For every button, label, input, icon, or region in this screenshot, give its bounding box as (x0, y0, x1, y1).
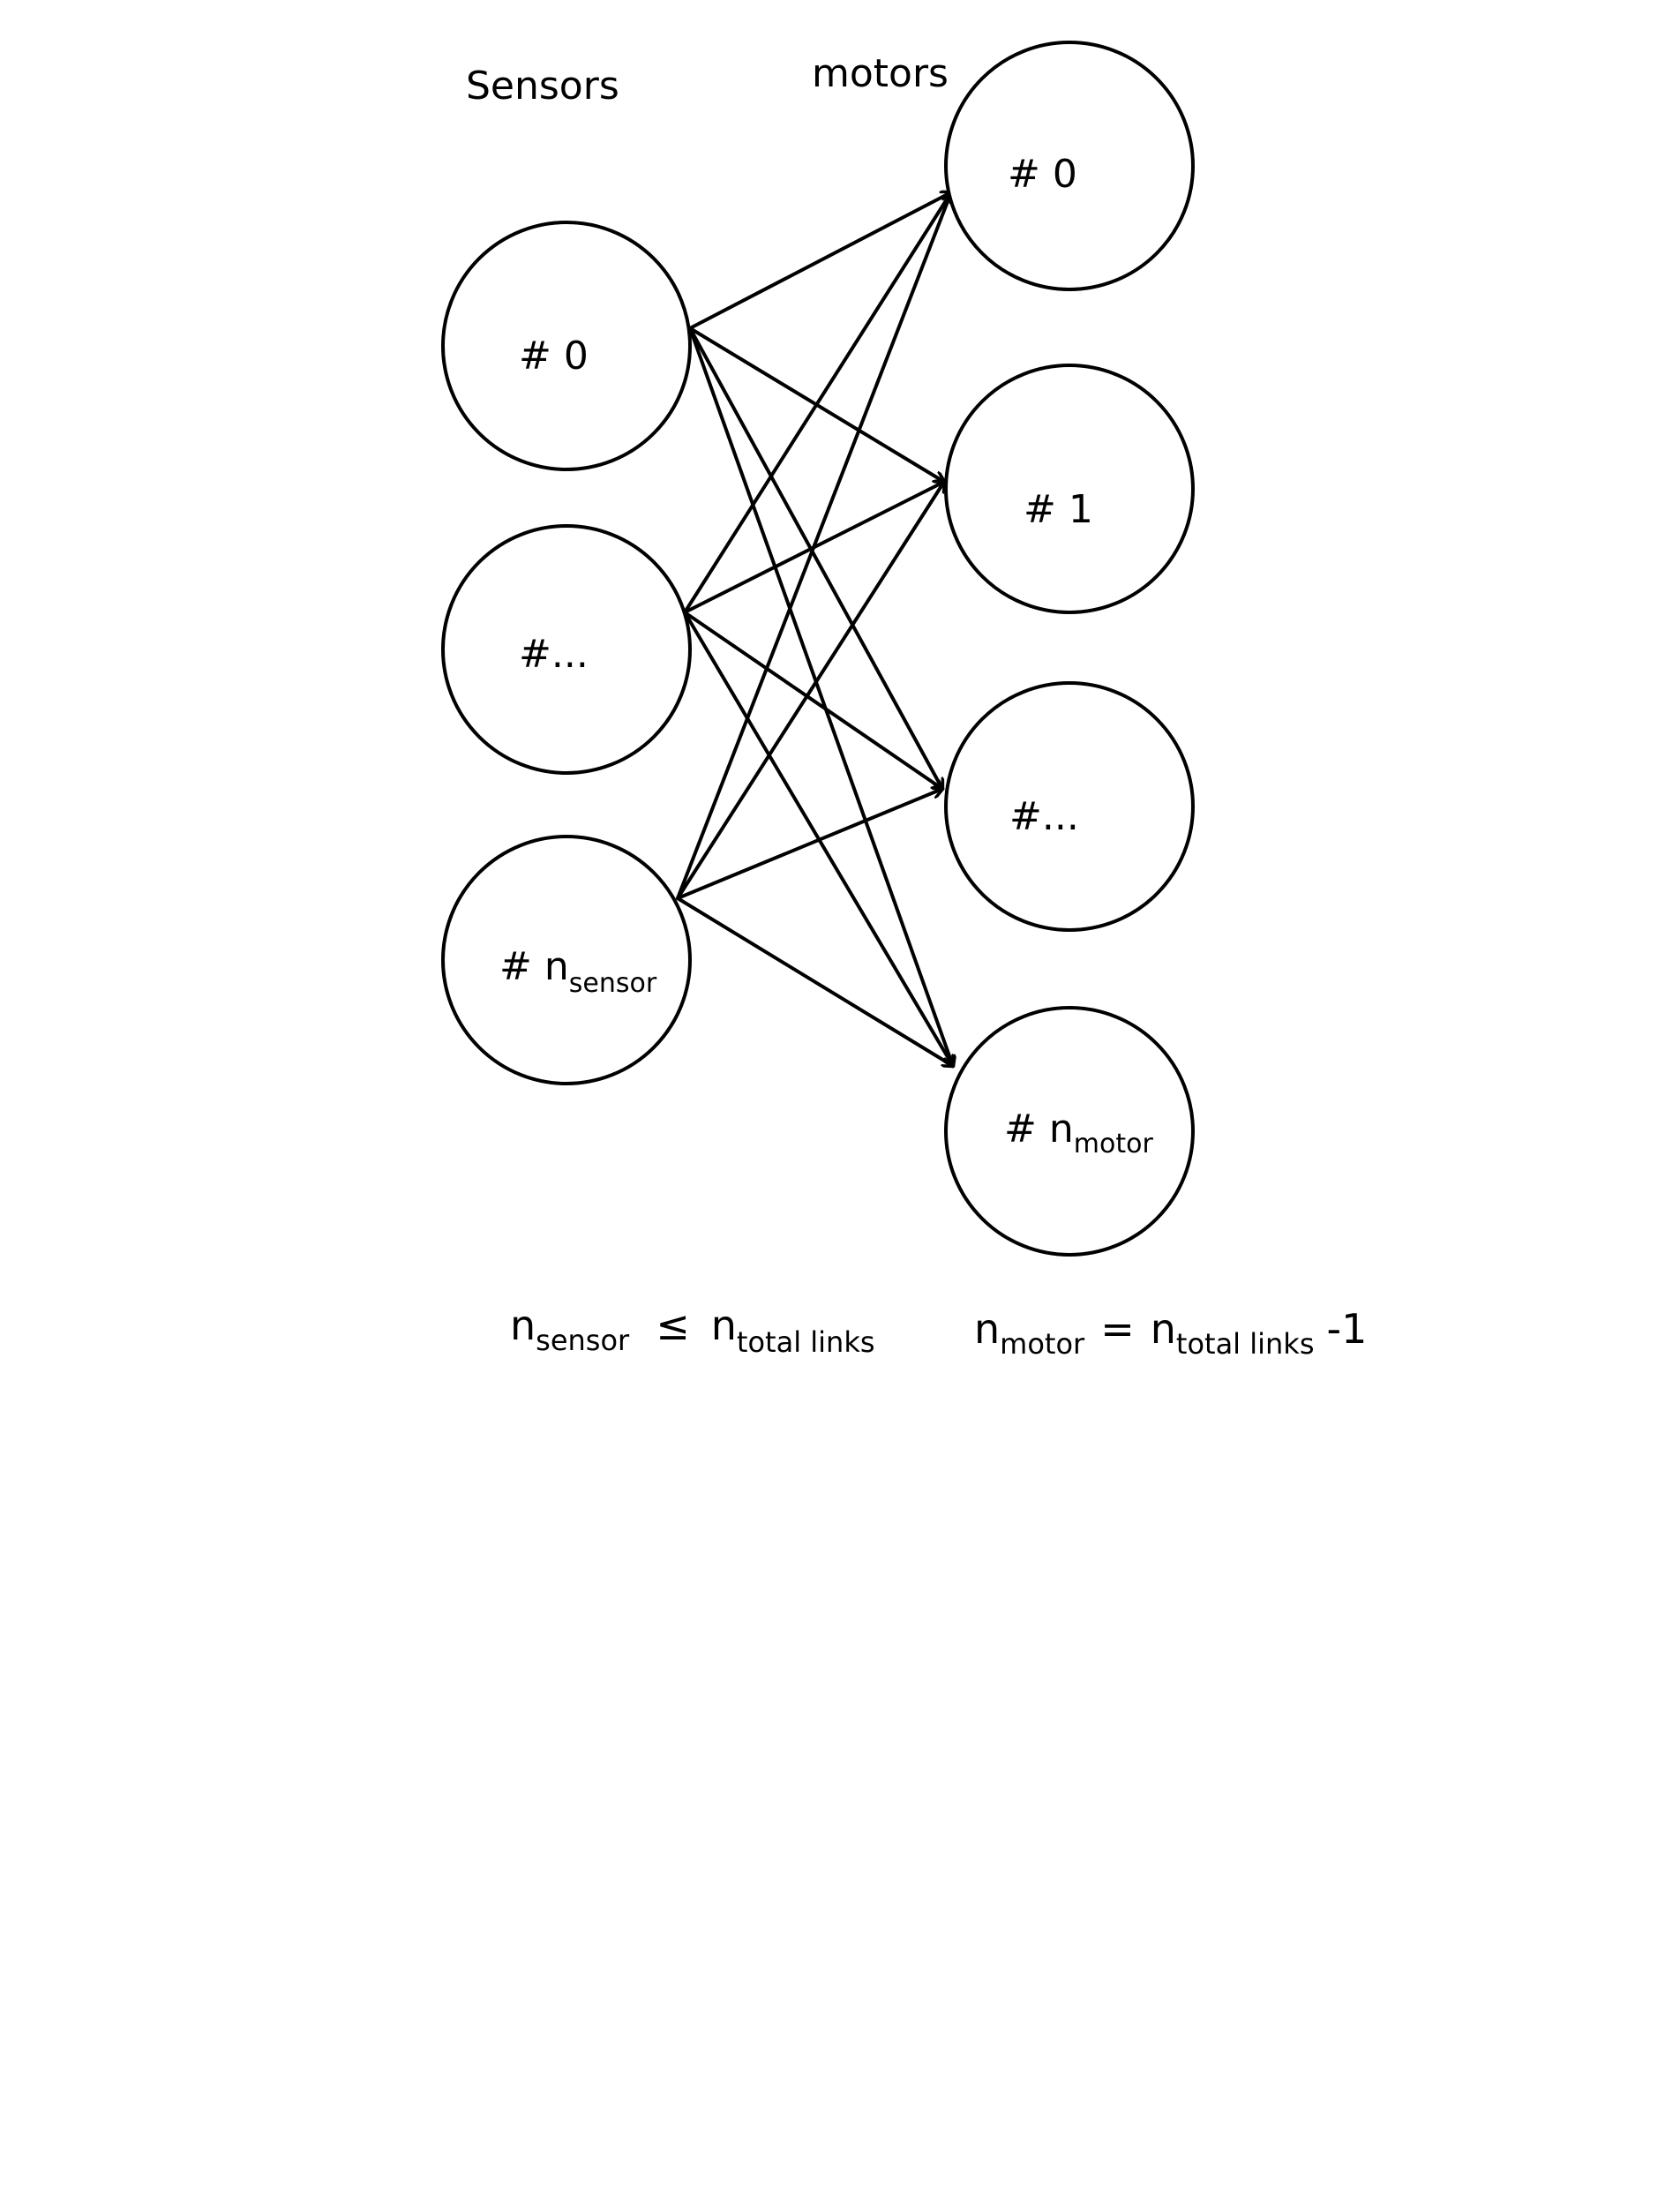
sensor-node-label: #... (519, 632, 589, 677)
connection-edges (676, 192, 953, 1066)
motor-count-formula: nmotor = ntotal links -1 (974, 1305, 1367, 1361)
motor-node-label: # 1 (1024, 487, 1093, 532)
motor-node-label: # 0 (1008, 152, 1077, 197)
sensor-node-label: # 0 (519, 334, 589, 379)
motor-node-3: # nmotor (944, 1006, 1195, 1257)
edge-sensor-2-to-motor-3 (676, 897, 953, 1066)
motors-column-title: motors (812, 51, 949, 96)
edge-sensor-2-to-motor-1 (676, 482, 944, 900)
sensor-node-label: # nsensor (499, 944, 657, 999)
sensor-count-formula: nsensor ≤ ntotal links (510, 1302, 875, 1359)
motor-node-2: #... (944, 681, 1195, 932)
edge-sensor-2-to-motor-2 (676, 789, 942, 900)
motor-node-0: # 0 (944, 41, 1195, 291)
sensors-column-title: Sensors (466, 64, 619, 109)
edge-sensor-0-to-motor-2 (688, 326, 942, 789)
motor-node-label: # nmotor (1004, 1107, 1153, 1159)
motor-node-label: #... (1009, 794, 1079, 839)
motor-node-1: # 1 (944, 364, 1195, 614)
sensor-node-2: # nsensor (441, 835, 692, 1085)
sensor-node-0: # 0 (441, 221, 692, 471)
edge-sensor-2-to-motor-0 (676, 192, 951, 900)
edge-sensor-0-to-motor-0 (688, 192, 951, 330)
sensor-node-1: #... (441, 524, 692, 775)
edge-sensor-1-to-motor-2 (683, 611, 942, 789)
edge-sensor-0-to-motor-3 (688, 326, 953, 1066)
edge-sensor-1-to-motor-0 (683, 192, 951, 614)
